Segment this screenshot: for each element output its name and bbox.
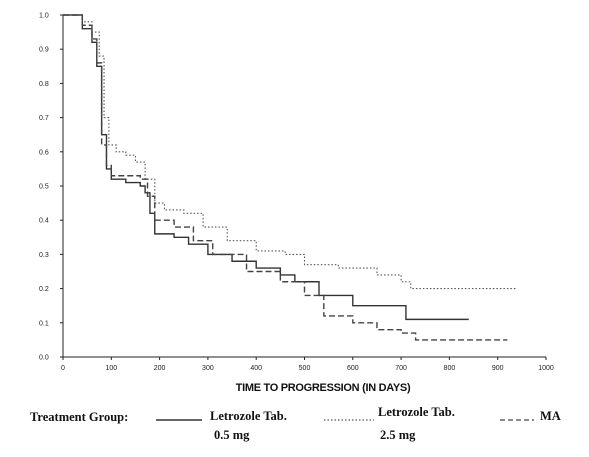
legend-swatch-dashed <box>500 419 534 421</box>
chart-legend: Treatment Group: Letrozole Tab. 0.5 mg L… <box>0 405 589 457</box>
chart-ticks: 0 100 200 300 400 500 600 700 800 900 1000 0.0 0.1 0.… <box>39 13 554 373</box>
legend-swatch-solid <box>156 419 202 421</box>
y-tick-label: 0.7 <box>39 115 49 122</box>
y-tick-label: 0.9 <box>39 47 49 54</box>
y-tick-label: 0.5 <box>39 184 49 191</box>
legend-label-line1: Letrozole Tab. <box>378 405 455 419</box>
x-tick-label: 500 <box>299 365 311 372</box>
x-tick-label: 300 <box>202 365 214 372</box>
x-tick-label: 200 <box>154 365 166 372</box>
x-tick-label: 900 <box>492 365 504 372</box>
y-tick-label: 1.0 <box>39 13 49 20</box>
x-tick-label: 1000 <box>538 365 554 372</box>
y-tick-label: 0.0 <box>39 355 49 362</box>
legend-label: MA <box>540 409 561 423</box>
legend-label-line2: 0.5 mg <box>214 428 250 442</box>
y-tick-label: 0.4 <box>39 218 49 225</box>
x-axis-title: TIME TO PROGRESSION (IN DAYS) <box>236 382 411 394</box>
y-tick-label: 0.1 <box>39 320 49 327</box>
x-tick-label: 600 <box>347 365 359 372</box>
chart-axes <box>62 15 546 358</box>
legend-label-line2: 2.5 mg <box>380 428 416 442</box>
legend-label-line1: Letrozole Tab. <box>210 409 287 423</box>
series-line-1 <box>63 14 469 321</box>
x-tick-label: 400 <box>250 365 262 372</box>
y-tick-label: 0.3 <box>39 252 49 259</box>
y-tick-label: 0.6 <box>39 149 49 156</box>
series-line-2 <box>63 14 518 290</box>
series-line-3 <box>63 14 508 341</box>
y-tick-label: 0.8 <box>39 81 49 88</box>
chart-series <box>63 14 518 341</box>
x-tick-label: 800 <box>444 365 456 372</box>
y-tick-label: 0.2 <box>39 286 49 293</box>
x-tick-label: 700 <box>395 365 407 372</box>
x-tick-label: 0 <box>61 365 65 372</box>
legend-swatch-dotted <box>324 419 374 421</box>
x-tick-label: 100 <box>105 365 117 372</box>
legend-title: Treatment Group: <box>30 410 129 424</box>
